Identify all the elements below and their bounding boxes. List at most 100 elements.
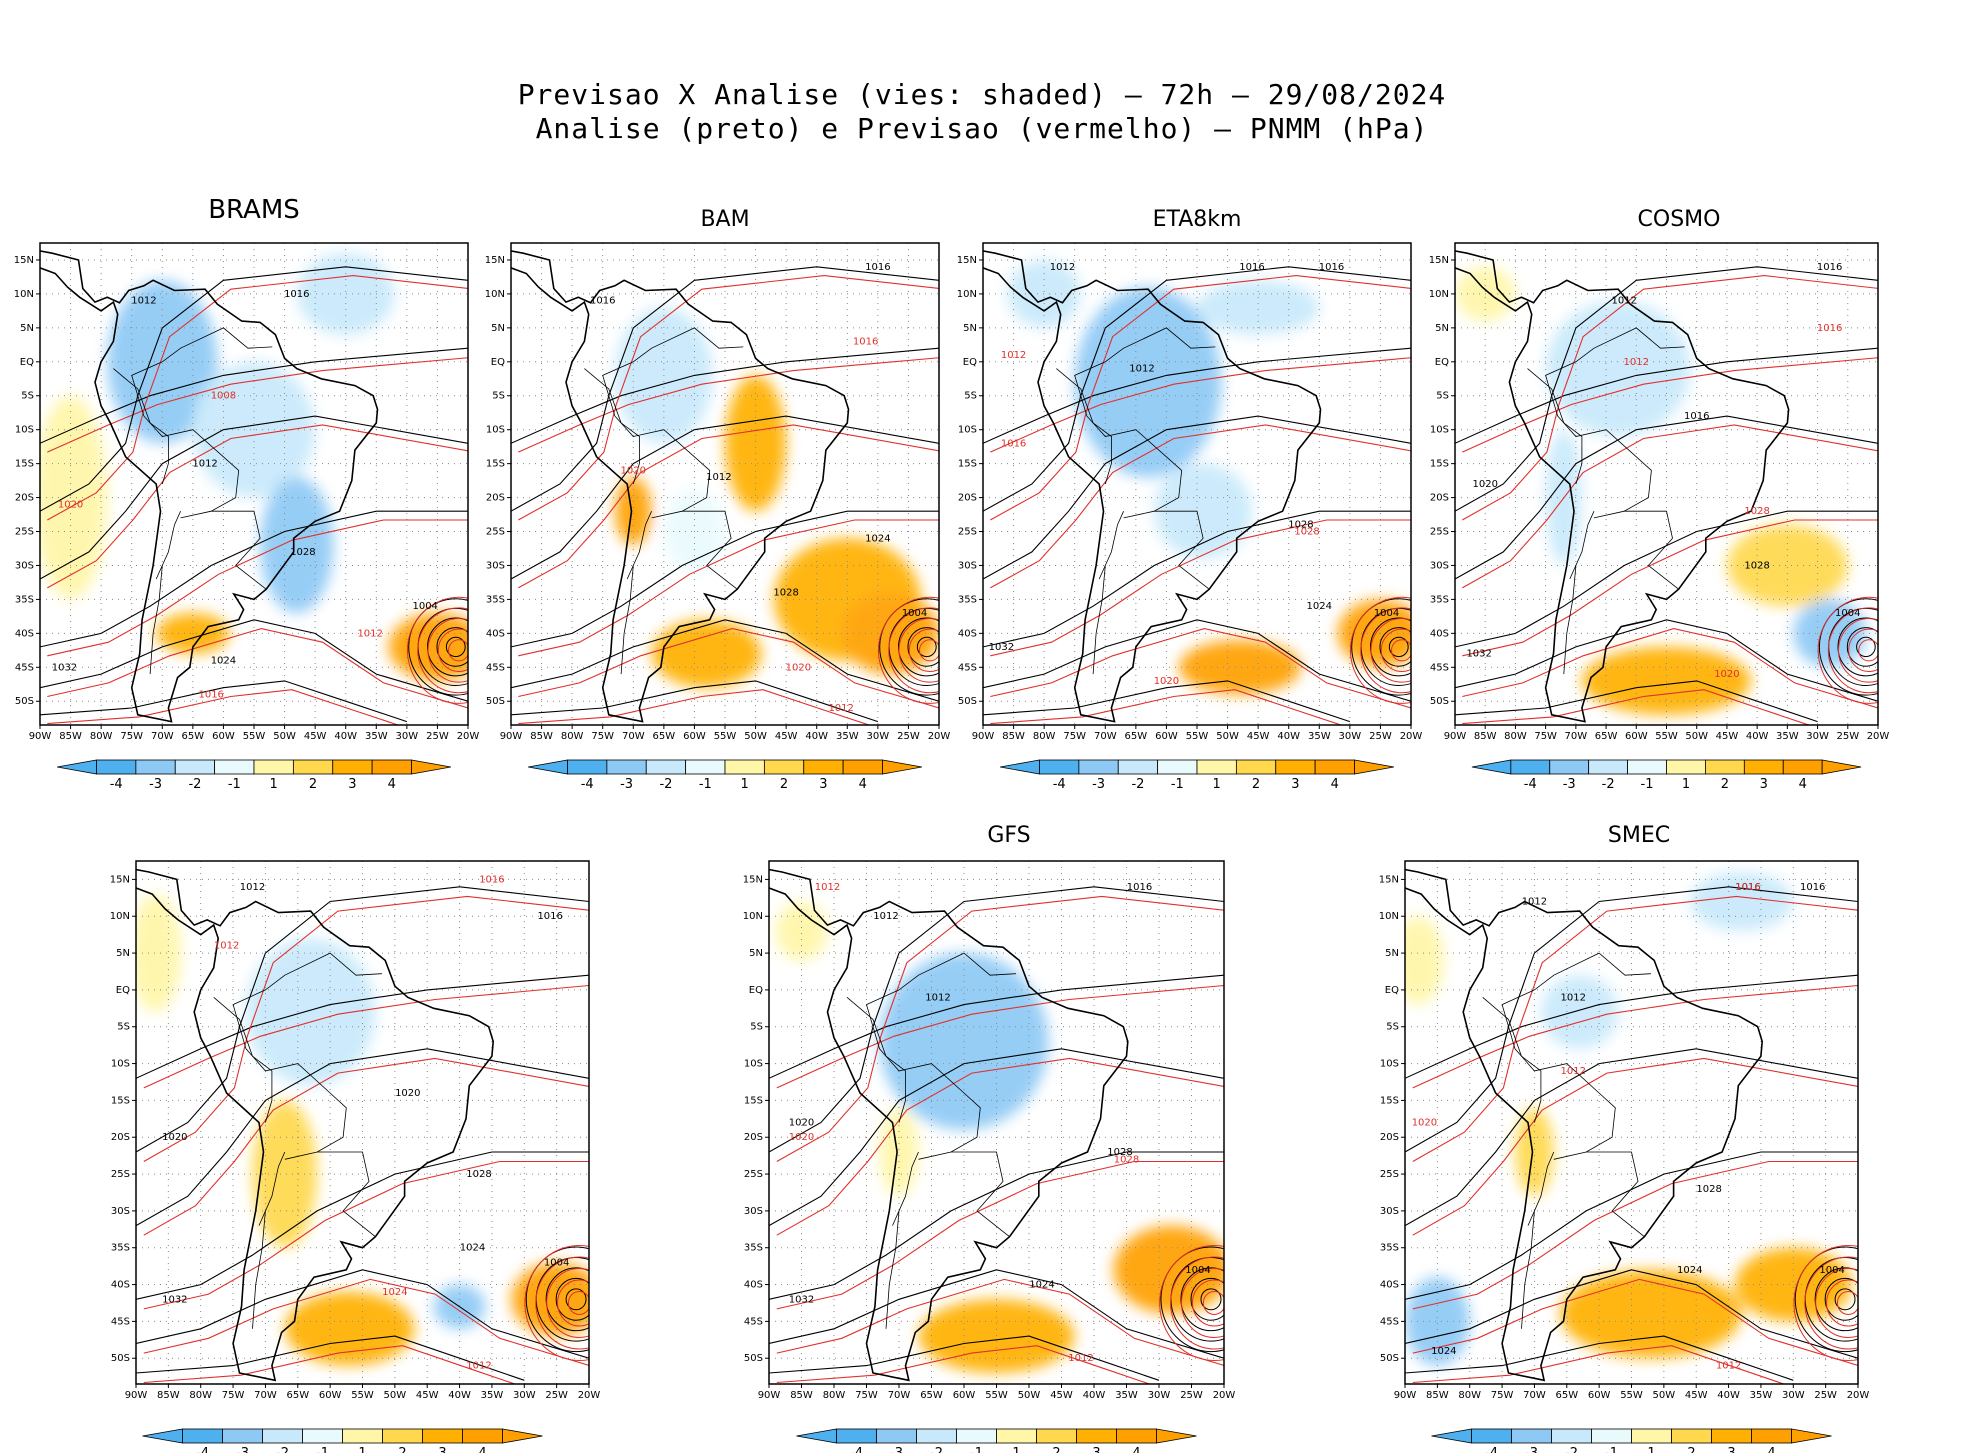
lon-tick-label: 40W bbox=[805, 731, 828, 742]
colorbar-label: -1 bbox=[228, 777, 241, 792]
lon-tick-label: 20W bbox=[1213, 1390, 1236, 1401]
lat-tick-label: 10S bbox=[111, 1059, 130, 1070]
analysis-isobar bbox=[983, 415, 1411, 580]
analysis-isobar bbox=[879, 598, 939, 696]
lon-tick-label: 70W bbox=[1565, 731, 1588, 742]
colorbar-box bbox=[332, 759, 373, 775]
lon-tick-label: 55W bbox=[1655, 731, 1678, 742]
colorbar-box bbox=[342, 1428, 383, 1444]
analysis-isobar bbox=[769, 974, 1224, 1079]
colorbar-label: -1 bbox=[1605, 1446, 1618, 1453]
colorbar-label: 2 bbox=[398, 1446, 406, 1453]
colorbar-label: -1 bbox=[316, 1446, 329, 1453]
colorbar-box bbox=[724, 759, 765, 775]
colorbar-box bbox=[1743, 759, 1784, 775]
analysis-isobar bbox=[1455, 619, 1878, 702]
isobar-label: 1016 bbox=[1735, 882, 1760, 893]
bias-blob bbox=[40, 395, 108, 600]
isobar-label: 1016 bbox=[1817, 323, 1842, 334]
lon-tick-label: 45W bbox=[775, 731, 798, 742]
lon-tick-label: 75W bbox=[591, 731, 614, 742]
isobar-label: 1020 bbox=[162, 1132, 187, 1143]
lat-tick-label: 40S bbox=[1380, 1280, 1399, 1291]
colorbar-label: 1 bbox=[358, 1446, 366, 1453]
lat-tick-label: 5S bbox=[21, 391, 34, 402]
colorbar-label: 4 bbox=[1331, 777, 1339, 792]
colorbar-arrow-left bbox=[1471, 759, 1512, 775]
isobar-label: 1012 bbox=[357, 628, 382, 639]
lon-tick-label: 80W bbox=[1504, 731, 1527, 742]
forecast-isobar bbox=[1412, 1278, 1858, 1367]
forecast-isobar bbox=[47, 424, 468, 589]
country-border bbox=[131, 327, 273, 519]
lat-tick-label: 40S bbox=[15, 628, 34, 639]
lat-tick-label: 25S bbox=[1380, 1169, 1399, 1180]
lat-tick-label: 50S bbox=[1430, 696, 1449, 707]
lon-tick-label: 50W bbox=[273, 731, 296, 742]
lon-tick-label: 85W bbox=[59, 731, 82, 742]
colorbar-label: 4 bbox=[859, 777, 867, 792]
isobar-label: 1016 bbox=[537, 911, 562, 922]
lon-tick-label: 80W bbox=[1033, 731, 1056, 742]
lat-tick-label: 10N bbox=[110, 911, 130, 922]
lat-tick-label: 10S bbox=[1430, 425, 1449, 436]
colorbar-box bbox=[1196, 759, 1237, 775]
bias-blob bbox=[1689, 872, 1794, 931]
colorbar-label: 3 bbox=[438, 1446, 446, 1453]
forecast-isobar bbox=[518, 275, 939, 521]
country-border bbox=[620, 565, 634, 675]
forecast-isobar bbox=[776, 895, 1224, 1162]
isobar-label: 1008 bbox=[211, 391, 236, 402]
lon-tick-label: 30W bbox=[1148, 1390, 1171, 1401]
isobar-label: 1024 bbox=[1431, 1346, 1456, 1357]
isobar-label: 1032 bbox=[789, 1294, 814, 1305]
lat-tick-label: 50S bbox=[15, 696, 34, 707]
analysis-isobar bbox=[1837, 617, 1878, 677]
lon-tick-label: 85W bbox=[1474, 731, 1497, 742]
lon-tick-label: 70W bbox=[1523, 1390, 1546, 1401]
colorbar-arrow-right bbox=[1156, 1428, 1197, 1444]
lat-tick-label: 5N bbox=[20, 323, 34, 334]
colorbar-box bbox=[685, 759, 726, 775]
colorbar-label: 2 bbox=[1721, 777, 1729, 792]
lon-tick-label: 30W bbox=[1806, 731, 1829, 742]
colorbar-label: -3 bbox=[890, 1446, 903, 1453]
country-border bbox=[1527, 368, 1583, 485]
bias-blob bbox=[841, 592, 939, 675]
lat-tick-label: 45S bbox=[15, 662, 34, 673]
forecast-isobar bbox=[524, 1244, 589, 1361]
lat-tick-label: 30S bbox=[15, 560, 34, 571]
isobar-label: 1012 bbox=[1522, 897, 1547, 908]
forecast-isobar bbox=[1370, 618, 1411, 683]
lat-tick-label: 30S bbox=[486, 560, 505, 571]
isobar-label: 1016 bbox=[1319, 262, 1344, 273]
colorbar-label: 4 bbox=[388, 777, 396, 792]
lat-tick-label: 20S bbox=[1430, 493, 1449, 504]
forecast-isobar bbox=[1462, 275, 1878, 521]
lat-tick-label: 35S bbox=[958, 594, 977, 605]
bias-blob bbox=[284, 1291, 415, 1366]
lat-tick-label: 5N bbox=[1435, 323, 1449, 334]
lat-tick-label: 35S bbox=[111, 1243, 130, 1254]
analysis-isobar bbox=[136, 1048, 589, 1227]
lat-tick-label: 35S bbox=[744, 1243, 763, 1254]
lat-tick-label: 45S bbox=[744, 1316, 763, 1327]
forecast-isobar bbox=[1804, 1256, 1858, 1350]
forecast-isobar bbox=[1826, 1279, 1858, 1327]
lon-tick-label: 45W bbox=[1050, 1390, 1073, 1401]
colorbar-label: 2 bbox=[780, 777, 788, 792]
lon-tick-label: 35W bbox=[1750, 1390, 1773, 1401]
country-border bbox=[1056, 368, 1112, 485]
colorbar-label: -1 bbox=[970, 1446, 983, 1453]
forecast-isobar bbox=[776, 1278, 1224, 1367]
lon-tick-label: 45W bbox=[1685, 1390, 1708, 1401]
lon-tick-label: 85W bbox=[530, 731, 553, 742]
analysis-isobar bbox=[136, 1151, 589, 1300]
lon-tick-label: 60W bbox=[953, 1390, 976, 1401]
colorbar-box bbox=[1036, 1428, 1077, 1444]
forecast-isobar bbox=[776, 984, 1224, 1089]
colorbar-arrow-right bbox=[1821, 759, 1862, 775]
colorbar-box bbox=[96, 759, 137, 775]
colorbar-label: 1 bbox=[1012, 1446, 1020, 1453]
colorbar-arrow-left bbox=[1431, 1428, 1472, 1444]
